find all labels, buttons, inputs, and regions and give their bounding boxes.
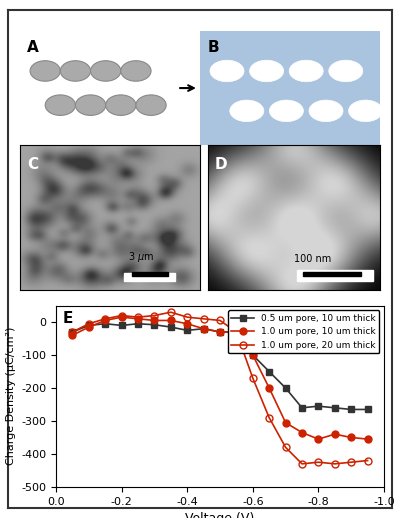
Circle shape bbox=[210, 60, 244, 82]
Text: E: E bbox=[62, 311, 73, 326]
1.0 um pore, 10 um thick bbox=[349, 435, 354, 441]
Y-axis label: Charge Density (μC/cm²): Charge Density (μC/cm²) bbox=[6, 327, 16, 466]
1.0 um pore, 20 um thick bbox=[136, 314, 140, 320]
Circle shape bbox=[329, 60, 363, 82]
Circle shape bbox=[76, 95, 106, 116]
Circle shape bbox=[348, 100, 383, 122]
Legend: 0.5 um pore, 10 um thick, 1.0 um pore, 10 um thick, 1.0 um pore, 20 um thick: 0.5 um pore, 10 um thick, 1.0 um pore, 1… bbox=[228, 310, 380, 353]
Circle shape bbox=[60, 61, 90, 81]
Text: A: A bbox=[27, 40, 38, 55]
1.0 um pore, 20 um thick bbox=[300, 461, 304, 467]
1.0 um pore, 10 um thick bbox=[283, 420, 288, 426]
1.0 um pore, 10 um thick bbox=[201, 326, 206, 332]
1.0 um pore, 10 um thick bbox=[119, 314, 124, 320]
1.0 um pore, 20 um thick bbox=[250, 375, 255, 381]
Circle shape bbox=[136, 95, 166, 116]
Circle shape bbox=[289, 60, 323, 82]
Text: B: B bbox=[207, 40, 219, 55]
0.5 um pore, 10 um thick bbox=[267, 368, 272, 375]
0.5 um pore, 10 um thick bbox=[349, 406, 354, 412]
0.5 um pore, 10 um thick bbox=[283, 385, 288, 391]
Circle shape bbox=[90, 61, 121, 81]
Bar bbox=[132, 272, 168, 276]
1.0 um pore, 20 um thick bbox=[234, 329, 239, 335]
0.5 um pore, 10 um thick bbox=[316, 403, 321, 409]
Text: 100 nm: 100 nm bbox=[294, 254, 331, 264]
1.0 um pore, 10 um thick bbox=[152, 318, 157, 324]
0.5 um pore, 10 um thick bbox=[365, 406, 370, 412]
1.0 um pore, 10 um thick bbox=[70, 332, 75, 338]
1.0 um pore, 20 um thick bbox=[365, 457, 370, 464]
Text: C: C bbox=[27, 156, 38, 171]
0.5 um pore, 10 um thick bbox=[332, 405, 337, 411]
1.0 um pore, 20 um thick bbox=[70, 329, 75, 335]
1.0 um pore, 20 um thick bbox=[201, 315, 206, 322]
1.0 um pore, 10 um thick bbox=[168, 318, 173, 324]
1.0 um pore, 20 um thick bbox=[267, 414, 272, 421]
1.0 um pore, 20 um thick bbox=[316, 459, 321, 465]
1.0 um pore, 20 um thick bbox=[152, 312, 157, 319]
0.5 um pore, 10 um thick bbox=[234, 329, 239, 335]
0.5 um pore, 10 um thick bbox=[250, 352, 255, 358]
1.0 um pore, 20 um thick bbox=[349, 459, 354, 465]
1.0 um pore, 20 um thick bbox=[119, 312, 124, 319]
Circle shape bbox=[121, 61, 151, 81]
1.0 um pore, 10 um thick bbox=[218, 329, 222, 335]
1.0 um pore, 10 um thick bbox=[185, 321, 190, 327]
0.5 um pore, 10 um thick bbox=[168, 324, 173, 330]
1.0 um pore, 10 um thick bbox=[316, 436, 321, 442]
Circle shape bbox=[250, 60, 284, 82]
Circle shape bbox=[45, 95, 76, 116]
Bar bbox=[303, 272, 361, 276]
X-axis label: Voltage (V): Voltage (V) bbox=[185, 512, 255, 518]
Bar bbox=[298, 270, 373, 281]
Text: 3 $\mu$m: 3 $\mu$m bbox=[128, 250, 154, 264]
1.0 um pore, 10 um thick bbox=[86, 324, 91, 330]
1.0 um pore, 10 um thick bbox=[365, 436, 370, 442]
1.0 um pore, 20 um thick bbox=[218, 318, 222, 324]
1.0 um pore, 20 um thick bbox=[103, 315, 108, 322]
Text: D: D bbox=[215, 156, 228, 171]
1.0 um pore, 20 um thick bbox=[86, 321, 91, 327]
1.0 um pore, 20 um thick bbox=[185, 314, 190, 320]
0.5 um pore, 10 um thick bbox=[103, 321, 108, 327]
0.5 um pore, 10 um thick bbox=[152, 322, 157, 328]
1.0 um pore, 10 um thick bbox=[332, 431, 337, 437]
Circle shape bbox=[269, 100, 304, 122]
0.5 um pore, 10 um thick bbox=[136, 321, 140, 327]
0.5 um pore, 10 um thick bbox=[300, 405, 304, 411]
Bar bbox=[124, 272, 175, 281]
1.0 um pore, 10 um thick bbox=[234, 329, 239, 335]
0.5 um pore, 10 um thick bbox=[218, 329, 222, 335]
1.0 um pore, 20 um thick bbox=[283, 444, 288, 451]
0.5 um pore, 10 um thick bbox=[86, 322, 91, 328]
1.0 um pore, 10 um thick bbox=[250, 352, 255, 358]
Line: 0.5 um pore, 10 um thick: 0.5 um pore, 10 um thick bbox=[69, 320, 371, 413]
Circle shape bbox=[106, 95, 136, 116]
1.0 um pore, 20 um thick bbox=[332, 461, 337, 467]
1.0 um pore, 10 um thick bbox=[267, 385, 272, 391]
1.0 um pore, 10 um thick bbox=[103, 318, 108, 324]
Circle shape bbox=[30, 61, 60, 81]
0.5 um pore, 10 um thick bbox=[119, 322, 124, 328]
Line: 1.0 um pore, 20 um thick: 1.0 um pore, 20 um thick bbox=[69, 309, 371, 467]
1.0 um pore, 10 um thick bbox=[136, 315, 140, 322]
1.0 um pore, 10 um thick bbox=[300, 429, 304, 436]
0.5 um pore, 10 um thick bbox=[201, 326, 206, 332]
1.0 um pore, 20 um thick bbox=[168, 309, 173, 315]
0.5 um pore, 10 um thick bbox=[185, 327, 190, 334]
0.5 um pore, 10 um thick bbox=[70, 329, 75, 335]
Circle shape bbox=[230, 100, 264, 122]
Line: 1.0 um pore, 10 um thick: 1.0 um pore, 10 um thick bbox=[69, 314, 371, 442]
Circle shape bbox=[309, 100, 343, 122]
